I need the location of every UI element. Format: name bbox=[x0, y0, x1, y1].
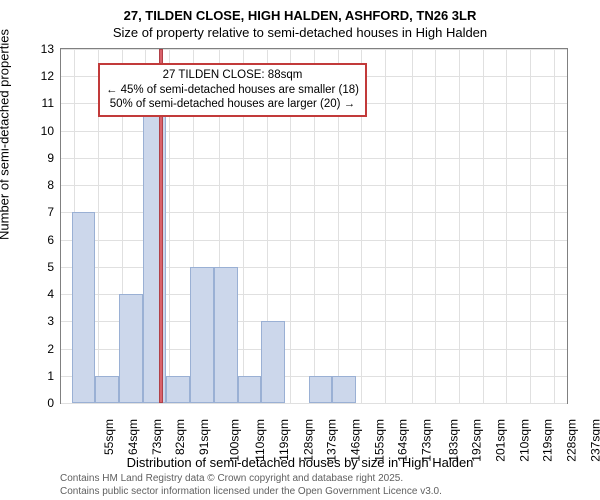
histogram-bar bbox=[166, 376, 190, 403]
x-axis-label: Distribution of semi-detached houses by … bbox=[0, 455, 600, 470]
gridline-v bbox=[459, 49, 460, 403]
y-tick-label: 12 bbox=[30, 69, 54, 83]
y-tick-label: 6 bbox=[30, 233, 54, 247]
chart-title-address: 27, TILDEN CLOSE, HIGH HALDEN, ASHFORD, … bbox=[0, 8, 600, 23]
y-tick-label: 11 bbox=[30, 96, 54, 110]
gridline-v bbox=[530, 49, 531, 403]
gridline-v bbox=[483, 49, 484, 403]
attribution-line-1: Contains HM Land Registry data © Crown c… bbox=[60, 473, 442, 486]
chart-titles: 27, TILDEN CLOSE, HIGH HALDEN, ASHFORD, … bbox=[0, 8, 600, 40]
annotation-box: 27 TILDEN CLOSE: 88sqm← 45% of semi-deta… bbox=[98, 63, 367, 118]
annotation-line-3: 50% of semi-detached houses are larger (… bbox=[106, 97, 359, 112]
y-tick-label: 4 bbox=[30, 287, 54, 301]
histogram-bar bbox=[309, 376, 333, 403]
gridline-v bbox=[435, 49, 436, 403]
y-tick-label: 7 bbox=[30, 205, 54, 219]
y-tick-label: 13 bbox=[30, 42, 54, 56]
y-tick-label: 9 bbox=[30, 151, 54, 165]
y-tick-label: 2 bbox=[30, 342, 54, 356]
histogram-bar bbox=[72, 212, 96, 403]
gridline-v bbox=[506, 49, 507, 403]
y-axis-label: Number of semi-detached properties bbox=[0, 29, 12, 240]
histogram-bar bbox=[238, 376, 262, 403]
y-tick-label: 3 bbox=[30, 314, 54, 328]
histogram-bar bbox=[214, 267, 238, 403]
annotation-line-2: ← 45% of semi-detached houses are smalle… bbox=[106, 83, 359, 98]
histogram-bar bbox=[261, 321, 285, 403]
attribution-text: Contains HM Land Registry data © Crown c… bbox=[60, 473, 442, 498]
x-tick-label: 55sqm bbox=[102, 419, 116, 455]
y-tick-label: 5 bbox=[30, 260, 54, 274]
x-tick-label: 91sqm bbox=[197, 419, 211, 455]
histogram-bar bbox=[95, 376, 119, 403]
x-tick-label: 82sqm bbox=[173, 419, 187, 455]
histogram-bar bbox=[190, 267, 214, 403]
gridline-v bbox=[412, 49, 413, 403]
x-tick-label: 73sqm bbox=[150, 419, 164, 455]
y-tick-label: 1 bbox=[30, 369, 54, 383]
histogram-chart: 27, TILDEN CLOSE, HIGH HALDEN, ASHFORD, … bbox=[0, 0, 600, 500]
attribution-line-2: Contains public sector information licen… bbox=[60, 486, 442, 499]
annotation-line-1: 27 TILDEN CLOSE: 88sqm bbox=[106, 68, 359, 83]
x-tick-label: 64sqm bbox=[126, 419, 140, 455]
histogram-bar bbox=[332, 376, 356, 403]
y-tick-label: 10 bbox=[30, 124, 54, 138]
gridline-v bbox=[554, 49, 555, 403]
gridline-v bbox=[385, 49, 386, 403]
histogram-bar bbox=[119, 294, 143, 403]
chart-subtitle: Size of property relative to semi-detach… bbox=[0, 25, 600, 40]
gridline-h bbox=[61, 403, 567, 404]
y-tick-label: 8 bbox=[30, 178, 54, 192]
plot-area: 27 TILDEN CLOSE: 88sqm← 45% of semi-deta… bbox=[60, 48, 568, 404]
y-tick-label: 0 bbox=[30, 396, 54, 410]
